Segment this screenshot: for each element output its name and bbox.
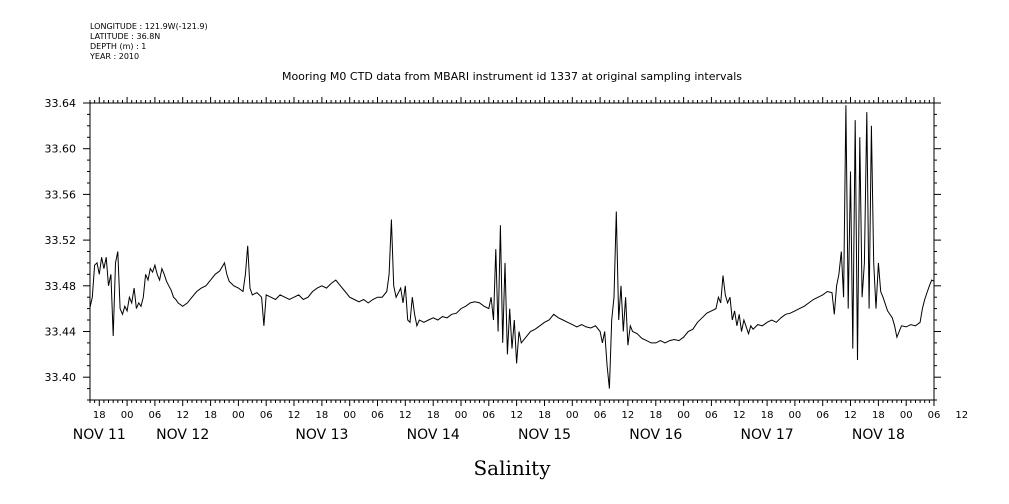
y-tick-label: 33.64 [45, 97, 77, 110]
x-axis-label: Salinity [473, 456, 551, 480]
x-hour-label: 12 [176, 410, 189, 421]
longitude-label: LONGITUDE : 121.9W(-121.9) [90, 22, 208, 31]
latitude-label: LATITUDE : 36.8N [90, 32, 160, 41]
x-hour-label: 12 [510, 410, 523, 421]
x-hour-label: 00 [455, 410, 468, 421]
x-hour-label: 06 [371, 410, 384, 421]
x-hour-label: 00 [343, 410, 356, 421]
x-hour-label: 18 [316, 410, 329, 421]
salinity-series-line [89, 105, 935, 389]
x-hour-label: 06 [149, 410, 162, 421]
y-tick-label: 33.52 [45, 234, 77, 247]
x-day-label: NOV 12 [156, 427, 209, 443]
x-hour-label: 00 [566, 410, 579, 421]
x-hour-label: 06 [705, 410, 718, 421]
x-hour-label: 18 [649, 410, 662, 421]
x-hour-label: 18 [761, 410, 774, 421]
y-tick-label: 33.44 [45, 326, 77, 339]
x-day-label: NOV 13 [295, 427, 348, 443]
x-hour-label: 06 [594, 410, 607, 421]
x-day-label: NOV 15 [518, 427, 571, 443]
x-hour-label: 12 [844, 410, 857, 421]
x-hour-label: 00 [677, 410, 690, 421]
year-label: YEAR : 2010 [89, 52, 139, 61]
x-hour-label: 18 [204, 410, 217, 421]
y-tick-label: 33.56 [45, 188, 77, 201]
x-hour-label: 06 [482, 410, 495, 421]
x-hour-label: 12 [288, 410, 301, 421]
depth-label: DEPTH (m) : 1 [90, 42, 146, 51]
x-hour-label: 00 [232, 410, 245, 421]
y-tick-label: 33.40 [45, 371, 77, 384]
x-day-label: NOV 16 [629, 427, 682, 443]
x-day-label: NOV 17 [741, 427, 794, 443]
x-hour-label: 00 [789, 410, 802, 421]
x-hour-label: 18 [93, 410, 106, 421]
x-hour-label: 06 [260, 410, 273, 421]
axis-ticks [83, 97, 941, 406]
x-hour-label: 12 [733, 410, 746, 421]
y-tick-label: 33.48 [45, 280, 77, 293]
x-hour-label: 00 [121, 410, 134, 421]
y-tick-label: 33.60 [45, 143, 77, 156]
x-hour-label: 06 [928, 410, 941, 421]
x-hour-label: 18 [872, 410, 885, 421]
plot-frame [89, 102, 935, 401]
x-day-label: NOV 18 [852, 427, 905, 443]
x-hour-label: 06 [816, 410, 829, 421]
x-hour-label: 12 [399, 410, 412, 421]
x-day-label: NOV 11 [73, 427, 126, 443]
y-tick-labels: 33.40 33.44 33.48 33.52 33.56 33.60 33.64 [45, 97, 77, 384]
x-hour-label: 00 [900, 410, 913, 421]
x-day-label: NOV 14 [407, 427, 460, 443]
x-hour-label: 12 [622, 410, 635, 421]
x-hour-label: 12 [955, 410, 968, 421]
x-hour-label: 18 [538, 410, 551, 421]
chart-title: Mooring M0 CTD data from MBARI instrumen… [282, 70, 742, 83]
x-hour-label: 18 [427, 410, 440, 421]
x-tick-labels: 18 00 06 12 18 00 06 12 18 00 06 12 18 00 06 12 18 00 06 12… [73, 410, 968, 443]
